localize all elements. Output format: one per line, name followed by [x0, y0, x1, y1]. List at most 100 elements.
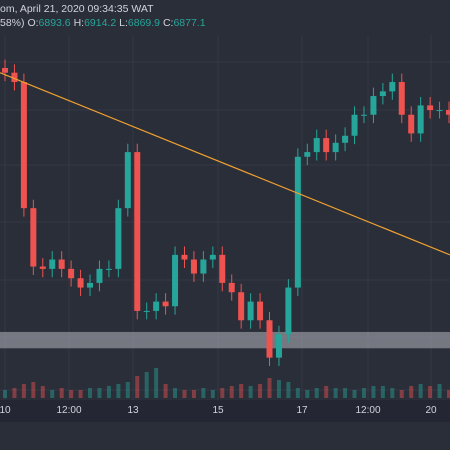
- x-tick: 12:00: [56, 405, 82, 416]
- candle: [238, 283, 245, 329]
- candle: [389, 73, 396, 100]
- price-chart[interactable]: [0, 0, 450, 400]
- volume-bar: [135, 376, 140, 398]
- candle: [190, 251, 197, 282]
- candle: [11, 64, 18, 91]
- candle: [49, 251, 56, 278]
- candle: [30, 199, 37, 275]
- volume-bar: [220, 388, 225, 398]
- volume-bar: [3, 390, 7, 398]
- candle: [115, 199, 122, 278]
- volume-bar: [380, 386, 385, 398]
- candle: [446, 101, 450, 124]
- candle: [143, 302, 150, 320]
- volume-bar: [286, 382, 291, 398]
- volume-bar: [229, 386, 234, 398]
- close-label: C:: [162, 17, 174, 29]
- volume-bar: [418, 384, 423, 398]
- volume-bar: [267, 378, 272, 398]
- open-label: O:: [27, 17, 39, 29]
- volume-bar: [154, 368, 159, 398]
- change-percent: 58%): [0, 17, 25, 29]
- volume-bar: [182, 390, 187, 398]
- candle: [360, 106, 367, 124]
- candle: [323, 129, 330, 161]
- candle: [332, 134, 339, 161]
- volume-bar: [352, 390, 357, 398]
- low-value: 6869.9: [127, 17, 161, 29]
- chart-header: om, April 21, 2020 09:34:35 WAT 58%) O:6…: [0, 0, 450, 35]
- support-zone: [0, 331, 450, 349]
- candle: [153, 293, 160, 320]
- candle: [257, 293, 264, 329]
- volume-bar: [125, 382, 130, 398]
- trendline[interactable]: [0, 72, 450, 256]
- x-tick: 17: [296, 405, 308, 416]
- candle: [20, 73, 27, 217]
- x-tick: 10: [0, 405, 11, 416]
- time-axis[interactable]: 10 12:00 13 15 17 12:00 20: [0, 400, 450, 422]
- volume-bar: [343, 388, 348, 398]
- volume-bar: [210, 390, 215, 398]
- volume-bar: [201, 388, 206, 398]
- volume-bar: [116, 384, 121, 398]
- volume-bar: [173, 388, 178, 398]
- high-label: H:: [73, 17, 85, 29]
- candle: [172, 246, 179, 315]
- close-value: 6877.1: [173, 17, 206, 29]
- candle: [219, 246, 226, 292]
- volume-bar: [239, 384, 244, 398]
- candle: [351, 106, 358, 145]
- volume-bar: [437, 384, 442, 398]
- candle: [370, 87, 377, 124]
- candle: [304, 143, 311, 166]
- x-tick: 15: [212, 405, 224, 416]
- candle: [200, 251, 207, 282]
- volume-bar: [31, 382, 36, 398]
- volume-bar: [12, 388, 17, 398]
- candle: [417, 96, 424, 142]
- volume-bar: [97, 388, 102, 398]
- candle: [275, 325, 282, 367]
- volume-bar: [88, 388, 93, 398]
- volume-bar: [59, 388, 64, 398]
- volume-bar: [428, 386, 433, 398]
- candle: [96, 260, 103, 292]
- volume-bar: [324, 386, 329, 398]
- candle: [162, 293, 169, 315]
- volume-bar: [276, 380, 281, 398]
- candle: [39, 258, 46, 278]
- candle: [228, 274, 235, 301]
- volume-bar: [409, 386, 414, 398]
- candle: [247, 293, 254, 329]
- volume-bar: [258, 384, 263, 398]
- candle: [408, 106, 415, 142]
- volume-bar: [40, 386, 45, 398]
- symbol-timestamp: om, April 21, 2020 09:34:35 WAT: [0, 3, 154, 15]
- candle: [2, 59, 8, 82]
- high-value: 6914.2: [84, 17, 117, 29]
- volume-bar: [314, 388, 319, 398]
- volume-bar: [248, 386, 253, 398]
- volume-bar: [106, 386, 111, 398]
- x-tick: 12:00: [355, 405, 381, 416]
- candle: [134, 143, 141, 320]
- candle: [209, 246, 216, 268]
- candle: [294, 148, 301, 296]
- candle: [105, 260, 112, 278]
- volume-bar: [144, 372, 149, 398]
- candle: [342, 127, 349, 152]
- volume-bar: [69, 390, 74, 398]
- candle: [68, 260, 75, 287]
- open-value: 6893.6: [38, 17, 71, 29]
- volume-bar: [305, 390, 310, 398]
- volume-bar: [163, 384, 168, 398]
- x-tick: 13: [127, 405, 139, 416]
- candle: [77, 269, 84, 296]
- low-label: L:: [119, 17, 128, 29]
- volume-bar: [361, 388, 366, 398]
- candle: [427, 96, 434, 119]
- x-tick: 20: [425, 405, 437, 416]
- bottom-padding: [0, 422, 450, 450]
